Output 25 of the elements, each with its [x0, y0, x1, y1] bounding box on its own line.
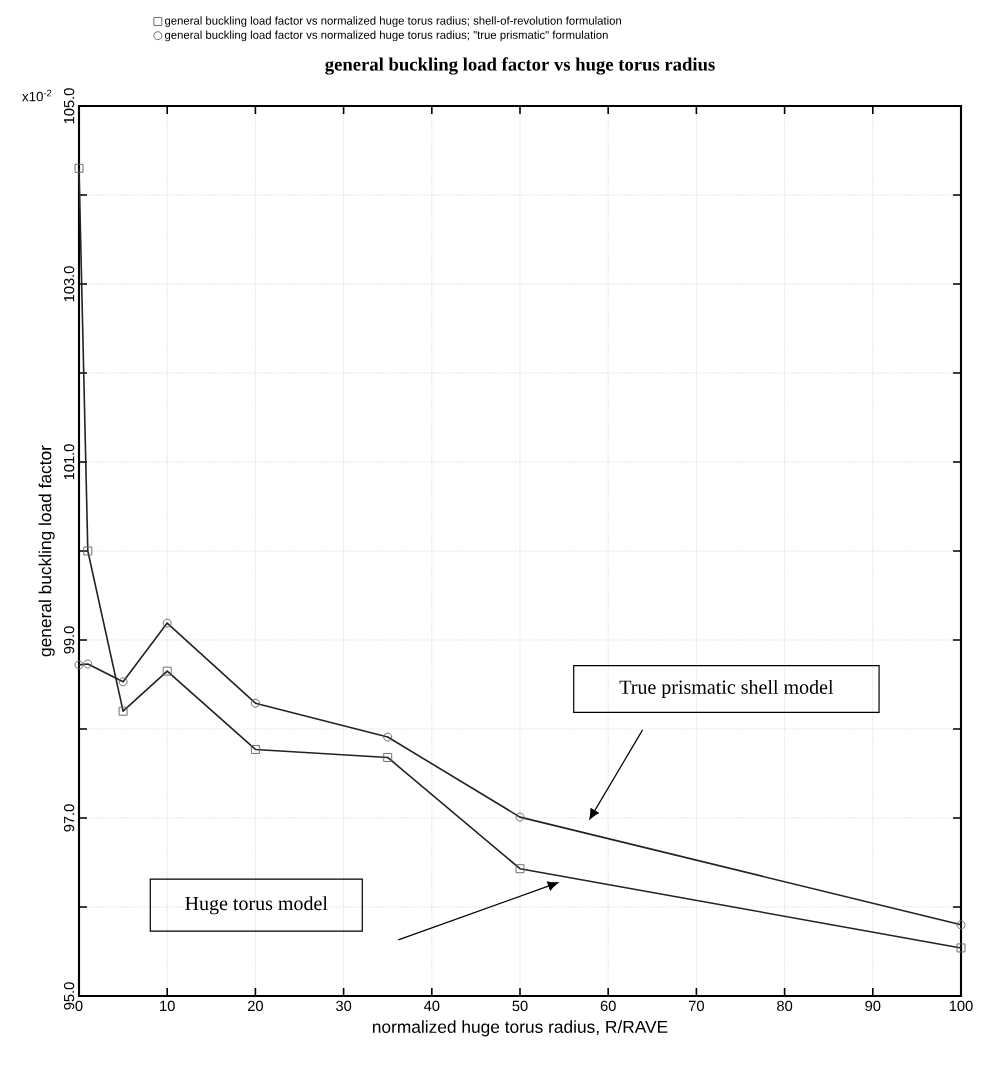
y-tick-label: 103.0	[63, 266, 75, 302]
chart-title: general buckling load factor vs huge torus radius	[325, 57, 715, 75]
annotation: True prismatic shell model	[619, 679, 834, 699]
x-tick-label: 30	[336, 1000, 352, 1012]
y-tick-label: 99.0	[63, 626, 75, 654]
annotation: Huge torus model	[185, 896, 328, 915]
x-tick-label: 80	[777, 1000, 793, 1012]
y-axis-title: general buckling load factor	[38, 445, 55, 657]
y-tick-label: 101.0	[63, 444, 75, 480]
x-tick-label: 10	[160, 1000, 175, 1012]
legend-label: general buckling load factor vs normalized huge torus radius; "true prismatic" formulation	[164, 30, 608, 42]
x-tick-label: 50	[512, 1000, 528, 1012]
x-tick-label: 0	[75, 1000, 83, 1012]
y-tick-label: 105.0	[63, 88, 75, 124]
x-tick-label: 40	[423, 1000, 440, 1012]
y-tick-label: 95.0	[63, 982, 75, 1010]
text: x10$^{-2}$	[22, 89, 52, 102]
x-tick-label: 90	[865, 1000, 881, 1012]
legend-label: general buckling load factor vs normalized huge torus radius; shell-of-revolution formulation	[164, 16, 622, 27]
x-tick-label: 70	[689, 1000, 704, 1012]
y-tick-label: 97.0	[63, 804, 75, 832]
x-tick-label: 60	[600, 1000, 616, 1012]
x-axis-title: normalized huge torus radius, R/RAVE	[372, 1020, 668, 1037]
x-tick-label: 100	[949, 1000, 973, 1012]
x-tick-label: 20	[247, 1000, 263, 1012]
